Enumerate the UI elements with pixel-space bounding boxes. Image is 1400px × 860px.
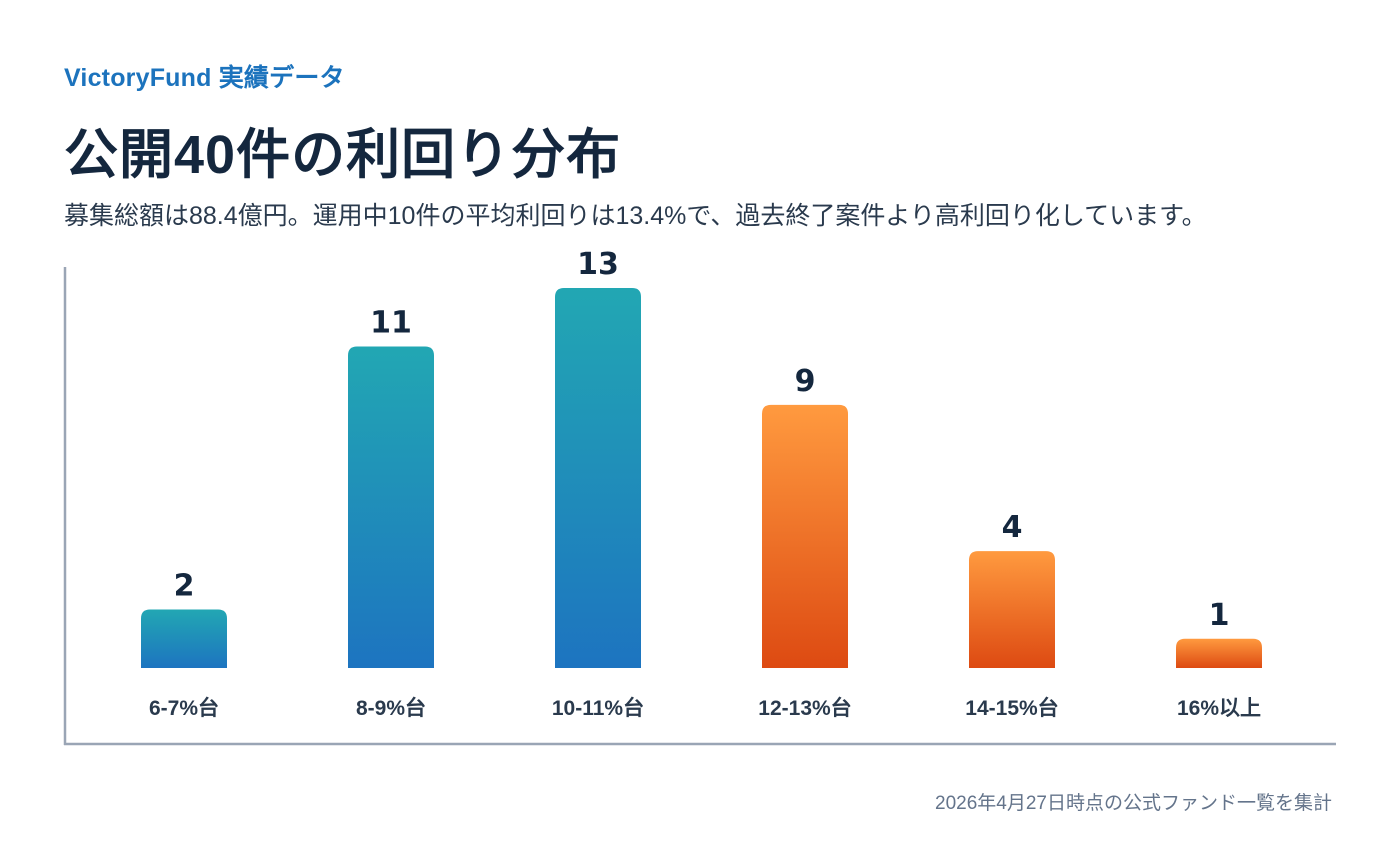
page-title: 公開40件の利回り分布 — [64, 125, 622, 185]
footnote: 2026年4月27日時点の公式ファンド一覧を集計 — [935, 793, 1332, 814]
category-label-5: 14-15%台 — [965, 696, 1058, 720]
bar-value-label-1: 2 — [174, 569, 195, 604]
bar-value-label-3: 13 — [577, 247, 619, 282]
bar-4 — [762, 404, 848, 668]
bar-value-label-4: 9 — [795, 364, 816, 399]
category-label-1: 6-7%台 — [149, 696, 219, 720]
category-label-3: 10-11%台 — [552, 696, 644, 720]
category-label-4: 12-13%台 — [758, 696, 851, 720]
bar-2 — [348, 346, 434, 668]
bar-value-label-2: 11 — [370, 305, 412, 340]
page-subtitle: 募集総額は88.4億円。運用中10件の平均利回りは13.4%で、過去終了案件より… — [64, 202, 1207, 230]
category-label-2: 8-9%台 — [356, 696, 426, 720]
bar-value-label-6: 1 — [1209, 598, 1230, 633]
bar-value-label-5: 4 — [1002, 510, 1023, 545]
category-label-6: 16%以上 — [1177, 697, 1261, 720]
bar-3 — [555, 288, 641, 668]
bar-5 — [969, 551, 1055, 668]
bar-6 — [1176, 638, 1262, 668]
bar-1 — [141, 609, 227, 668]
brand-label: VictoryFund 実績データ — [64, 64, 345, 92]
